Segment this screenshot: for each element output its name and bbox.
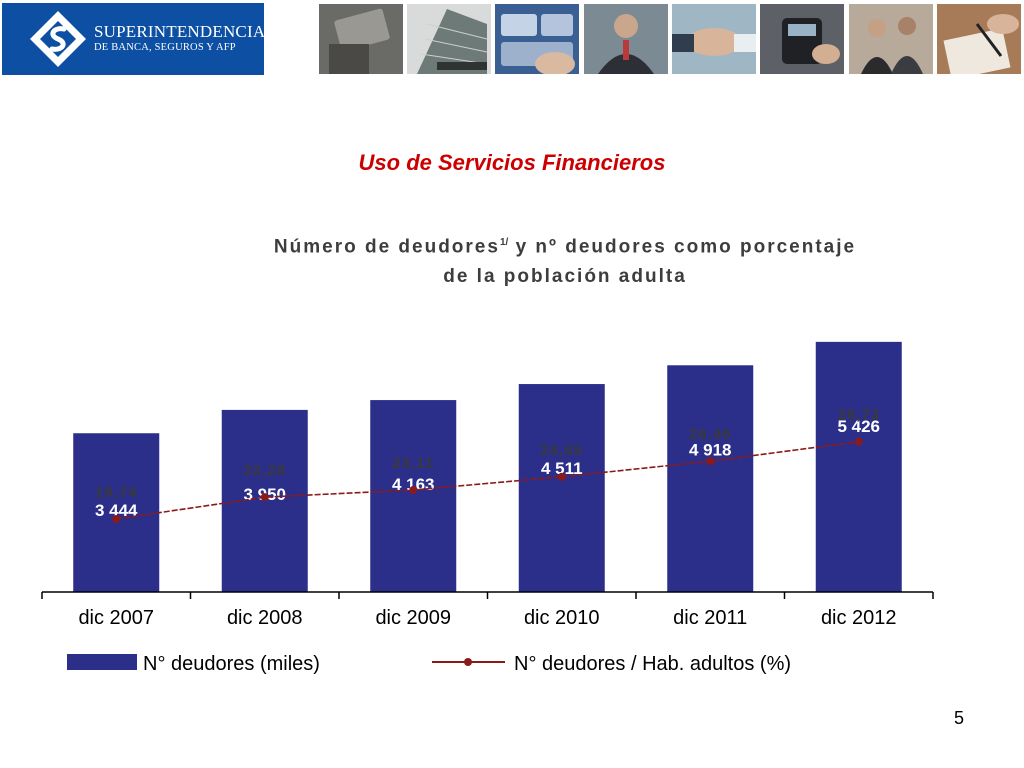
bar-5 [667, 365, 754, 592]
x-tick-label-1: dic 2007 [78, 607, 154, 629]
legend-marker-percent [464, 658, 472, 666]
banner-photo-pos-terminal [760, 4, 844, 74]
banner-photo-handshake [672, 4, 756, 74]
bar-value-label-5: 4 918 [689, 440, 732, 459]
x-tick-label-6: dic 2012 [821, 607, 897, 629]
chart-title-main: Número de deudores [273, 236, 500, 258]
logo-title: SUPERINTENDENCIA [94, 22, 266, 41]
header-banner: SUPERINTENDENCIA DE BANCA, SEGUROS Y AFP [0, 0, 1024, 78]
banner-photo-keyboard [495, 4, 579, 74]
chart-title-footnote-ref: 1/ [499, 237, 509, 248]
bar-6 [815, 341, 902, 592]
chart-title: Número de deudores1/ y nº deudores como … [140, 228, 990, 292]
legend-label-bars: N° deudores (miles) [143, 653, 320, 675]
line-point-3 [409, 486, 418, 495]
logo-subtitle: DE BANCA, SEGUROS Y AFP [94, 42, 236, 53]
bar-value-label-1: 3 444 [95, 501, 138, 520]
banner-photo-businessman [584, 4, 668, 74]
sbs-logo-icon [30, 11, 86, 67]
x-tick-label-4: dic 2010 [524, 607, 600, 629]
line-point-1 [112, 515, 121, 523]
line-point-6 [854, 437, 863, 446]
x-tick-label-5: dic 2011 [673, 607, 747, 629]
bar-3 [370, 400, 457, 592]
legend-swatch-bars [67, 654, 137, 670]
line-value-label-6: 28,73 [837, 407, 880, 424]
chart-title-rest: y nº deudores como porcentaje [508, 236, 857, 258]
line-value-label-5: 26,46 [689, 426, 732, 443]
bar-1 [73, 433, 160, 592]
line-value-label-3: 23,11 [392, 455, 434, 472]
line-point-5 [706, 457, 715, 466]
x-tick-label-2: dic 2008 [227, 607, 303, 629]
line-point-2 [260, 493, 269, 502]
chart-title-line2: de la población adulta [443, 266, 687, 288]
bar-value-label-4: 4 511 [541, 459, 583, 478]
slide-title: Uso de Servicios Financieros [358, 150, 666, 175]
logo: SUPERINTENDENCIA DE BANCA, SEGUROS Y AFP [2, 3, 266, 75]
x-tick-label-3: dic 2009 [375, 607, 451, 629]
line-value-label-2: 22,28 [243, 462, 286, 479]
banner-photo-meeting [849, 4, 933, 74]
banner-photo-card [319, 4, 403, 74]
page-number: 5 [953, 708, 964, 728]
line-point-4 [557, 472, 566, 481]
chart-title-line1: Número de deudores1/ y nº deudores como … [140, 228, 990, 262]
banner-photo-building [407, 4, 491, 74]
line-series-percent [116, 440, 859, 520]
banner-photo-signing [937, 4, 1021, 74]
bar-value-label-6: 5 426 [837, 417, 880, 436]
bar-4 [518, 384, 605, 592]
legend-label-percent: N° deudores / Hab. adultos (%) [514, 653, 791, 675]
line-value-label-1: 19,74 [95, 484, 138, 501]
line-value-label-4: 24,65 [540, 442, 583, 459]
